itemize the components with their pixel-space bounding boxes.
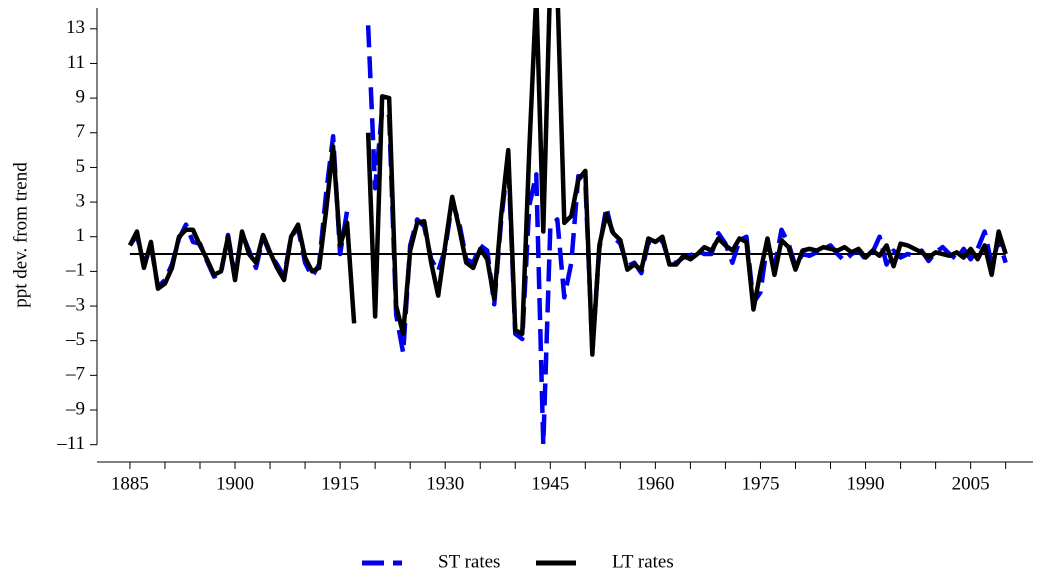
x-tick-label: 1990	[847, 473, 885, 494]
plot-area	[127, 8, 1008, 447]
y-tick-label: –7	[65, 364, 85, 385]
y-tick-label: 13	[66, 17, 85, 38]
y-tick-label: –3	[65, 294, 85, 315]
x-tick-label: 1945	[531, 473, 569, 494]
legend-label: ST rates	[438, 551, 500, 572]
x-tick-label: 1915	[321, 473, 359, 494]
x-tick-label: 1900	[216, 473, 254, 494]
y-tick-label: 5	[76, 156, 86, 177]
x-tick-label: 1885	[111, 473, 149, 494]
x-tick-label: 1930	[426, 473, 464, 494]
legend-label: LT rates	[612, 551, 674, 572]
x-tick-label: 1960	[636, 473, 674, 494]
x-tick-label: 1975	[741, 473, 779, 494]
y-tick-label: 9	[76, 86, 86, 107]
x-tick-label: 2005	[952, 473, 990, 494]
y-axis-label: ppt dev. from trend	[10, 162, 31, 308]
y-tick-label: 11	[67, 52, 85, 73]
y-tick-label: 1	[76, 225, 86, 246]
y-tick-label: –11	[56, 433, 85, 454]
series-line	[127, 8, 1008, 357]
y-tick-label: 7	[76, 121, 86, 142]
y-tick-label: –9	[65, 398, 85, 419]
y-tick-label: 3	[76, 190, 86, 211]
y-tick-label: –1	[65, 260, 85, 281]
y-tick-label: –5	[65, 329, 85, 350]
